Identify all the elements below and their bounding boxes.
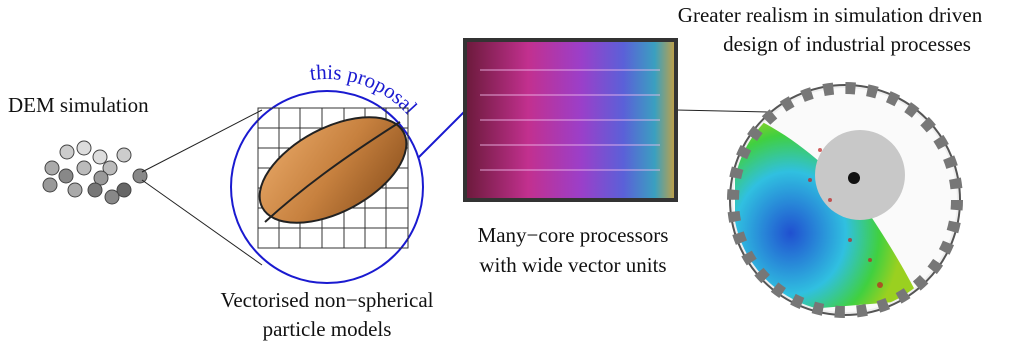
processor-image <box>465 40 676 200</box>
proposal-connector <box>418 110 466 158</box>
models-label-2: particle models <box>263 317 392 341</box>
processor-label-1: Many−core processors <box>478 223 669 247</box>
dem-label: DEM simulation <box>8 93 149 117</box>
realism-label-1: Greater realism in simulation driven <box>678 3 983 27</box>
particles <box>43 141 147 204</box>
drum-image <box>730 85 960 315</box>
diagram: DEM simulation this proposal Many−core p… <box>0 0 1024 350</box>
page: DEM simulation this proposal Many−core p… <box>0 0 1024 350</box>
realism-label-2: design of industrial processes <box>723 32 971 56</box>
models-label-1: Vectorised non−spherical <box>220 288 433 312</box>
processor-label-2: with wide vector units <box>479 253 666 277</box>
